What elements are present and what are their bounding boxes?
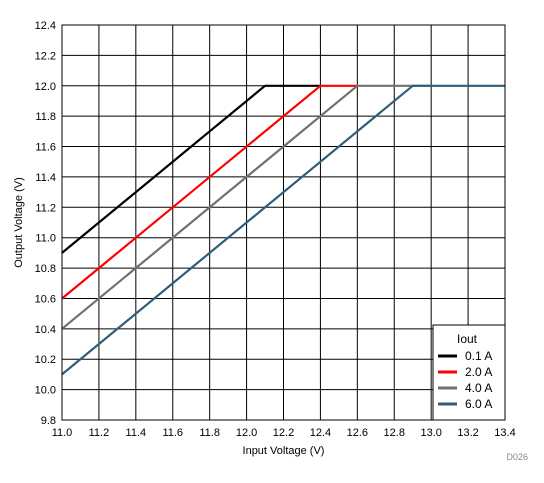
x-tick-label: 12.4 <box>310 427 331 439</box>
x-tick-labels: 11.0 11.2 11.4 11.6 11.8 12.0 12.2 12.4 12.6 12.8… <box>52 427 516 439</box>
y-tick-label: 12.0 <box>35 81 56 93</box>
x-tick-label: 11.4 <box>126 427 147 439</box>
x-tick-label: 12.2 <box>273 427 294 439</box>
x-tick-label: 13.4 <box>494 427 515 439</box>
y-tick-label: 12.4 <box>35 20 56 32</box>
legend-label-1: 0.1 A <box>465 349 492 363</box>
legend-label-2: 2.0 A <box>465 365 492 379</box>
y-tick-label: 9.8 <box>41 415 56 427</box>
y-tick-labels: 9.8 10.0 10.2 10.4 10.6 10.8 11.0 11.2 11.4 11.6 1… <box>35 20 56 427</box>
legend: Iout 0.1 A 2.0 A 4.0 A 6.0 A <box>432 324 506 421</box>
series-line-3 <box>61 84 432 330</box>
legend-label-4: 6.0 A <box>465 397 492 411</box>
legend-items: 0.1 A 2.0 A 4.0 A 6.0 A <box>438 349 492 411</box>
x-tick-label: 11.8 <box>199 427 220 439</box>
y-tick-label: 12.2 <box>35 50 56 62</box>
legend-label-3: 4.0 A <box>465 381 492 395</box>
x-tick-label: 11.6 <box>162 427 183 439</box>
y-tick-label: 10.0 <box>35 385 56 397</box>
x-tick-label: 12.6 <box>347 427 368 439</box>
legend-title: Iout <box>457 332 478 346</box>
y-tick-label: 10.2 <box>35 354 56 366</box>
series-line-2 <box>61 84 358 300</box>
series-lines <box>61 84 505 376</box>
x-tick-label: 11.0 <box>52 427 73 439</box>
y-tick-label: 11.6 <box>35 142 56 154</box>
x-axis-label: Input Voltage (V) <box>243 445 325 457</box>
x-tick-label: 11.2 <box>89 427 110 439</box>
y-tick-label: 11.0 <box>35 233 56 245</box>
y-axis-label: Output Voltage (V) <box>13 177 25 268</box>
x-tick-label: 13.2 <box>457 427 478 439</box>
y-tick-label: 10.8 <box>35 263 56 275</box>
x-tick-label: 12.0 <box>236 427 257 439</box>
x-tick-label: 12.8 <box>384 427 405 439</box>
y-tick-label: 10.4 <box>35 324 56 336</box>
y-tick-label: 11.8 <box>35 111 56 123</box>
x-tick-label: 13.0 <box>420 427 441 439</box>
figure-id: D026 <box>506 452 528 462</box>
series-line-1 <box>61 84 321 254</box>
y-tick-label: 11.4 <box>35 172 56 184</box>
series-line-4 <box>61 84 505 376</box>
plot-frame <box>61 24 506 421</box>
y-tick-label: 10.6 <box>35 293 56 305</box>
y-tick-label: 11.2 <box>35 202 56 214</box>
